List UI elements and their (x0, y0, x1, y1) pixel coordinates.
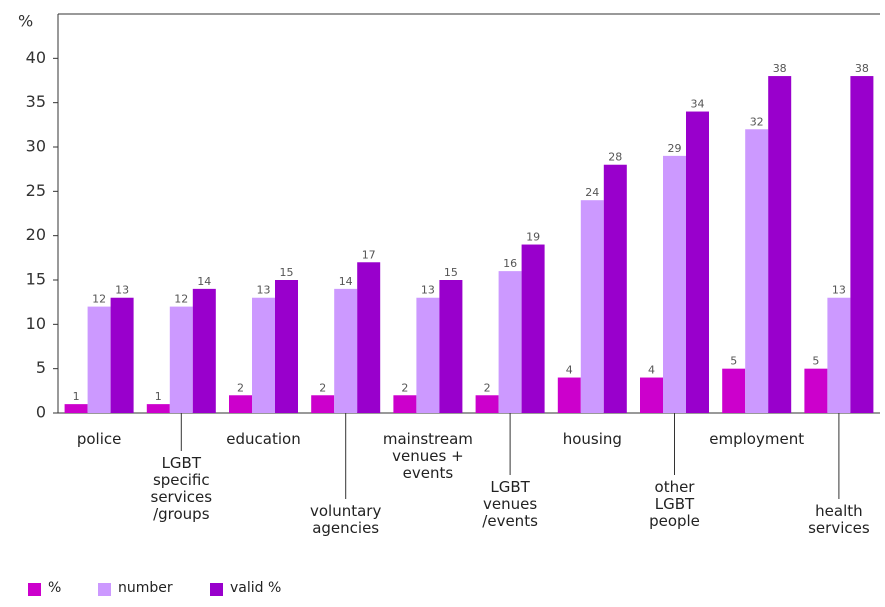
value-label: 17 (362, 248, 376, 261)
value-label: 12 (174, 293, 188, 306)
value-label: 13 (832, 284, 846, 297)
bar (146, 404, 170, 413)
value-label: 2 (484, 381, 491, 394)
bar (252, 297, 275, 413)
value-label: 2 (401, 381, 408, 394)
value-label: 15 (444, 266, 458, 279)
value-label: 34 (691, 98, 705, 111)
legend-swatch (28, 583, 41, 596)
value-label: 4 (648, 364, 655, 377)
y-tick-label: 35 (26, 92, 46, 111)
value-label: 1 (73, 390, 80, 403)
bar (475, 395, 499, 413)
value-label: 28 (608, 151, 622, 164)
value-label: 5 (730, 355, 737, 368)
x-tick-label: health services (808, 502, 870, 537)
bar (745, 129, 769, 413)
value-label: 2 (319, 381, 326, 394)
legend-label: valid % (230, 580, 282, 596)
value-label: 15 (280, 266, 294, 279)
y-tick-label: 15 (26, 270, 46, 289)
x-tick-label: other LGBT people (649, 478, 700, 530)
value-label: 38 (773, 62, 787, 75)
bar (640, 377, 663, 413)
bar (580, 200, 604, 413)
x-tick-label: voluntary agencies (310, 502, 382, 537)
value-label: 1 (155, 390, 162, 403)
y-axis-label: % (18, 12, 33, 31)
value-label: 24 (585, 186, 599, 199)
bar (663, 155, 686, 413)
y-tick-label: 5 (36, 358, 46, 377)
bar (334, 288, 358, 413)
bar (804, 368, 828, 413)
x-tick-label: LGBT venues /events (482, 478, 538, 530)
bar (439, 280, 463, 413)
bar (768, 76, 792, 414)
bar (722, 368, 746, 413)
y-tick-label: 25 (26, 181, 46, 200)
bar (229, 395, 252, 413)
value-label: 2 (237, 381, 244, 394)
value-label: 14 (197, 275, 211, 288)
bar (827, 297, 851, 413)
x-tick-label: police (76, 430, 122, 448)
y-tick-label: 40 (26, 48, 46, 67)
legend-swatch (98, 583, 111, 596)
x-tick-label: housing (562, 430, 622, 448)
bar (557, 377, 581, 413)
value-label: 19 (526, 231, 540, 244)
value-label: 5 (812, 355, 819, 368)
bar (357, 262, 381, 413)
x-tick-label: employment (709, 430, 805, 448)
value-label: 12 (92, 293, 106, 306)
value-label: 16 (503, 257, 517, 270)
bar (416, 297, 440, 413)
bar (110, 297, 134, 413)
bar (850, 76, 874, 414)
bar (192, 288, 216, 413)
x-tick-label: LGBT specific services /groups (150, 454, 213, 523)
y-tick-label: 20 (26, 225, 46, 244)
bar (64, 404, 88, 413)
value-label: 4 (566, 364, 573, 377)
bar (521, 244, 545, 413)
bar (686, 111, 709, 414)
bar (603, 164, 627, 413)
legend-label: % (48, 580, 62, 596)
value-label: 13 (257, 284, 271, 297)
value-label: 13 (115, 284, 129, 297)
y-tick-label: 30 (26, 137, 46, 156)
value-label: 38 (855, 62, 869, 75)
value-label: 29 (668, 142, 682, 155)
bar (498, 271, 522, 413)
bar (275, 280, 298, 413)
bar (311, 395, 335, 413)
value-label: 13 (421, 284, 435, 297)
bar (169, 306, 193, 413)
value-label: 32 (750, 115, 764, 128)
x-tick-label: mainstream venues + events (382, 430, 473, 482)
legend-label: number (118, 580, 173, 596)
x-tick-label: education (226, 430, 301, 448)
bar (393, 395, 417, 413)
value-label: 14 (339, 275, 353, 288)
bar (87, 306, 111, 413)
legend-swatch (210, 583, 223, 596)
y-tick-label: 0 (36, 403, 46, 422)
y-tick-label: 10 (26, 314, 46, 333)
